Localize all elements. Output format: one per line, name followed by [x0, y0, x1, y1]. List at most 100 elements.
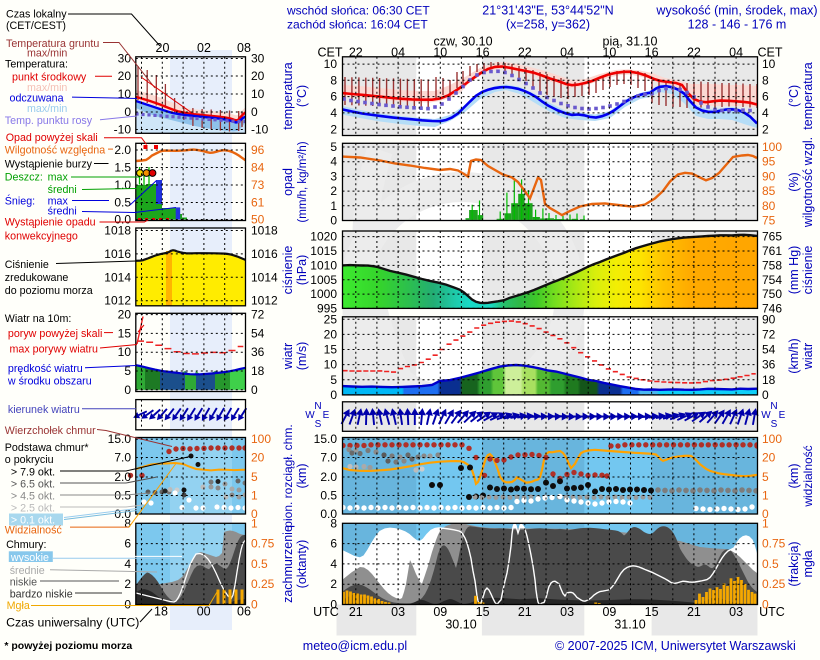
- svg-text:Deszcz:: Deszcz:: [5, 172, 43, 184]
- svg-text:Czas uniwersalny (UTC): Czas uniwersalny (UTC): [6, 616, 139, 630]
- svg-text:7.0: 7.0: [320, 451, 337, 465]
- svg-text:> 7.9 okt.: > 7.9 okt.: [11, 467, 55, 479]
- svg-text:1020: 1020: [310, 230, 337, 244]
- svg-text:0: 0: [124, 383, 131, 397]
- svg-text:zredukowane: zredukowane: [5, 272, 69, 284]
- svg-text:72: 72: [762, 327, 776, 341]
- svg-text:03: 03: [729, 605, 743, 619]
- svg-text:0: 0: [330, 598, 337, 612]
- svg-text:Opad powyżej skali: Opad powyżej skali: [6, 132, 98, 144]
- svg-text:max/min: max/min: [27, 103, 67, 115]
- svg-text:16: 16: [645, 46, 659, 60]
- svg-text:10: 10: [762, 57, 776, 71]
- svg-text:30: 30: [251, 52, 265, 66]
- svg-text:1: 1: [251, 489, 258, 503]
- svg-text:1010: 1010: [310, 258, 337, 272]
- svg-text:(oktanty): (oktanty): [295, 540, 309, 589]
- svg-text:22: 22: [349, 46, 363, 60]
- svg-text:1000: 1000: [310, 287, 337, 301]
- svg-text:E: E: [779, 410, 786, 421]
- svg-text:Chmury:: Chmury:: [6, 539, 46, 551]
- svg-text:Wystąpienie burzy: Wystąpienie burzy: [5, 159, 93, 171]
- svg-text:20: 20: [324, 327, 338, 341]
- svg-text:761: 761: [762, 244, 782, 258]
- svg-text:22: 22: [518, 46, 532, 60]
- svg-text:0.5: 0.5: [762, 557, 779, 571]
- svg-text:03: 03: [560, 605, 574, 619]
- svg-text:6: 6: [330, 537, 337, 551]
- svg-text:(hPa): (hPa): [295, 255, 309, 286]
- svg-text:W: W: [305, 410, 315, 421]
- svg-text:ciśnienie: ciśnienie: [281, 246, 295, 295]
- svg-text:04: 04: [391, 46, 405, 60]
- svg-text:16: 16: [476, 46, 490, 60]
- svg-text:Śnieg:: Śnieg:: [5, 194, 35, 207]
- svg-text:30.10: 30.10: [445, 618, 476, 632]
- svg-text:746: 746: [762, 301, 782, 315]
- svg-text:(km): (km): [295, 464, 309, 489]
- svg-text:5: 5: [330, 373, 337, 387]
- svg-text:max: max: [48, 195, 69, 207]
- svg-text:4: 4: [330, 557, 337, 571]
- svg-text:0.25: 0.25: [251, 577, 275, 591]
- svg-text:temperatura: temperatura: [281, 62, 295, 129]
- svg-text:pią, 31.10: pią, 31.10: [603, 35, 658, 49]
- svg-text:średnie: średnie: [10, 565, 45, 577]
- svg-text:prędkość wiatru: prędkość wiatru: [8, 363, 83, 375]
- svg-text:1012: 1012: [104, 294, 131, 308]
- svg-text:50: 50: [251, 213, 265, 227]
- svg-text:1: 1: [251, 516, 258, 530]
- svg-text:Ciśnienie: Ciśnienie: [5, 259, 49, 271]
- svg-text:18: 18: [251, 364, 265, 378]
- svg-text:N: N: [314, 401, 321, 412]
- svg-text:0.0: 0.0: [114, 213, 131, 227]
- svg-text:90: 90: [762, 312, 776, 326]
- svg-text:Temperatura:: Temperatura:: [5, 59, 68, 71]
- svg-text:6: 6: [330, 90, 337, 104]
- svg-text:zachód słońca: 16:04 CET: zachód słońca: 16:04 CET: [287, 18, 428, 32]
- svg-text:max/min: max/min: [27, 82, 67, 94]
- svg-text:wilgotność wzgl.: wilgotność wzgl.: [801, 137, 815, 228]
- svg-text:2.0: 2.0: [114, 143, 131, 157]
- svg-text:96: 96: [251, 143, 265, 157]
- svg-text:Mgła: Mgła: [7, 600, 30, 612]
- svg-text:30: 30: [118, 52, 132, 66]
- svg-text:0.75: 0.75: [251, 537, 275, 551]
- svg-text:750: 750: [762, 287, 782, 301]
- svg-text:CET: CET: [758, 46, 783, 60]
- svg-text:4: 4: [330, 155, 337, 169]
- svg-text:(km): (km): [787, 464, 801, 489]
- svg-text:UTC: UTC: [313, 605, 339, 619]
- svg-text:5: 5: [251, 470, 258, 484]
- svg-text:max/min: max/min: [27, 47, 67, 59]
- svg-text:02: 02: [197, 41, 211, 55]
- svg-text:5: 5: [124, 364, 131, 378]
- svg-text:0: 0: [762, 388, 769, 402]
- svg-text:1018: 1018: [104, 224, 131, 238]
- svg-text:> 2.5 okt.: > 2.5 okt.: [11, 503, 55, 515]
- svg-text:100: 100: [762, 432, 782, 446]
- svg-text:Widzialność: Widzialność: [5, 525, 63, 537]
- svg-text:18: 18: [154, 605, 168, 619]
- svg-text:do poziomu morza: do poziomu morza: [5, 285, 93, 297]
- svg-text:(°C): (°C): [787, 85, 801, 107]
- svg-text:Wiatr na 10m:: Wiatr na 10m:: [5, 313, 72, 325]
- svg-text:8: 8: [124, 516, 131, 530]
- svg-text:25: 25: [324, 312, 338, 326]
- svg-text:> 0.1 okt.: > 0.1 okt.: [11, 515, 55, 527]
- svg-text:czw, 30.10: czw, 30.10: [433, 35, 492, 49]
- svg-text:(frakcja): (frakcja): [787, 541, 801, 586]
- svg-text:wschód słońca: 06:30 CET: wschód słońca: 06:30 CET: [286, 4, 430, 18]
- svg-text:0.25: 0.25: [762, 577, 786, 591]
- svg-text:mgła: mgła: [801, 550, 815, 577]
- svg-text:widzialność: widzialność: [801, 445, 815, 507]
- svg-text:22: 22: [687, 46, 701, 60]
- svg-text:0: 0: [251, 507, 258, 521]
- svg-text:0.5: 0.5: [320, 489, 337, 503]
- svg-text:Podstawa chmur*: Podstawa chmur*: [5, 442, 89, 454]
- svg-text:Czas lokalny: Czas lokalny: [6, 9, 67, 21]
- svg-text:CET: CET: [318, 46, 343, 60]
- svg-text:61: 61: [251, 196, 265, 210]
- svg-text:wiatr: wiatr: [281, 343, 295, 370]
- svg-text:> 4.5 okt.: > 4.5 okt.: [11, 491, 55, 503]
